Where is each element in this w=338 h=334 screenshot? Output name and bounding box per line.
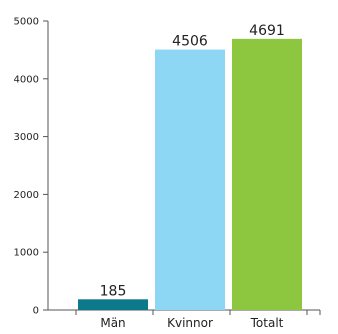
data-label: 185 <box>100 283 127 299</box>
bar-kvinnor <box>155 49 225 311</box>
chart-bars <box>78 38 302 311</box>
bar-män <box>78 299 148 310</box>
y-tick-label: 0 <box>33 306 39 317</box>
y-tick-label: 3000 <box>14 132 39 143</box>
y-tick-label: 5000 <box>14 17 39 28</box>
data-label: 4506 <box>172 34 208 50</box>
data-label: 4691 <box>249 23 285 39</box>
category-label: Totalt <box>250 316 284 329</box>
y-tick-label: 4000 <box>14 74 39 85</box>
category-label: Män <box>100 316 125 329</box>
y-tick-label: 2000 <box>14 190 39 201</box>
bar-totalt <box>232 38 302 310</box>
y-tick-label: 1000 <box>14 248 39 259</box>
category-label: Kvinnor <box>167 316 213 329</box>
chart-labels: 185 Män 4506 Kvinnor 4691 Totalt <box>100 23 285 330</box>
